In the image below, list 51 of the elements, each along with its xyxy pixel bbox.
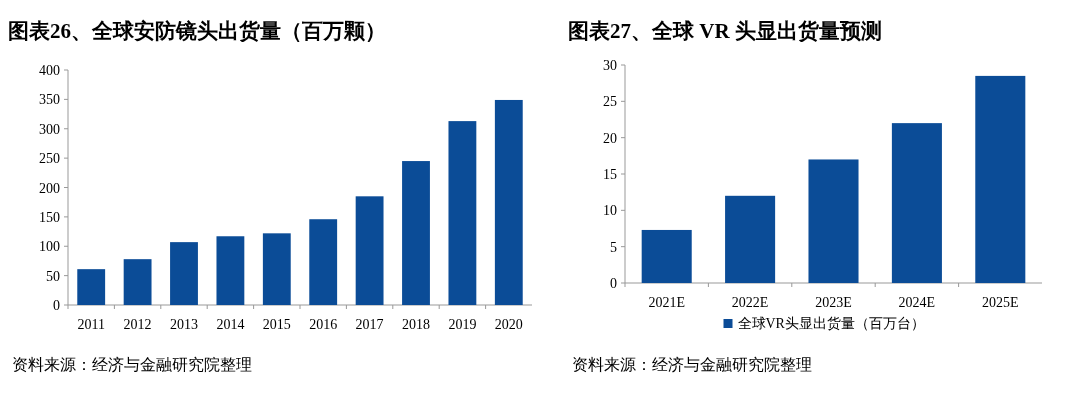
bar (355, 196, 384, 305)
y-tick-label: 250 (39, 151, 60, 167)
y-tick-label: 100 (39, 239, 60, 255)
y-tick-label: 20 (603, 130, 617, 146)
bar (77, 269, 106, 305)
x-tick-label: 2020 (494, 317, 523, 332)
x-tick-label: 2018 (402, 317, 430, 332)
y-tick-label: 0 (53, 298, 60, 313)
x-tick-label: 2011 (77, 317, 105, 332)
bar (170, 242, 198, 305)
x-tick-label: 2013 (170, 317, 198, 332)
x-tick-label: 2014 (216, 317, 245, 332)
bar (725, 195, 776, 283)
bar (641, 229, 692, 283)
y-tick-label: 50 (46, 268, 60, 284)
bar (975, 75, 1026, 283)
y-tick-label: 400 (39, 63, 60, 78)
chart-title: 图表26、全球安防镜头出货量（百万颗） (8, 19, 386, 43)
bar (808, 159, 859, 283)
bar (891, 123, 942, 283)
bar (402, 161, 430, 305)
y-tick-label: 350 (39, 92, 60, 108)
x-tick-label: 2015 (262, 317, 291, 332)
bar (448, 121, 477, 305)
y-tick-label: 300 (39, 121, 60, 137)
y-tick-label: 25 (603, 94, 617, 110)
y-tick-label: 150 (39, 209, 60, 225)
bar (309, 219, 338, 305)
x-tick-label: 2025E (982, 295, 1019, 310)
bar (262, 233, 291, 305)
bar (494, 99, 523, 305)
text: 资料来源：经济与金融研究院整理 (12, 356, 252, 373)
y-tick-label: 0 (610, 276, 617, 291)
x-tick-label: 2022E (731, 295, 769, 310)
x-tick-label: 2023E (815, 295, 852, 310)
x-tick-label: 2017 (355, 317, 384, 332)
y-tick-label: 10 (603, 203, 617, 219)
bar (123, 259, 152, 305)
x-tick-label: 2012 (123, 317, 152, 332)
x-tick-label: 2019 (448, 317, 477, 332)
y-tick-label: 15 (603, 167, 617, 182)
x-tick-label: 2021E (648, 295, 685, 310)
x-tick-label: 2016 (309, 317, 338, 332)
legend-label: 全球VR头显出货量（百万台） (737, 316, 925, 331)
y-tick-label: 30 (603, 58, 617, 73)
bar (216, 236, 245, 305)
y-tick-label: 5 (610, 239, 617, 255)
x-tick-label: 2024E (898, 295, 936, 310)
chart-title: 图表27、全球 VR 头显出货量预测 (568, 19, 882, 43)
y-tick-label: 200 (39, 180, 60, 196)
text: 资料来源：经济与金融研究院整理 (572, 356, 812, 373)
